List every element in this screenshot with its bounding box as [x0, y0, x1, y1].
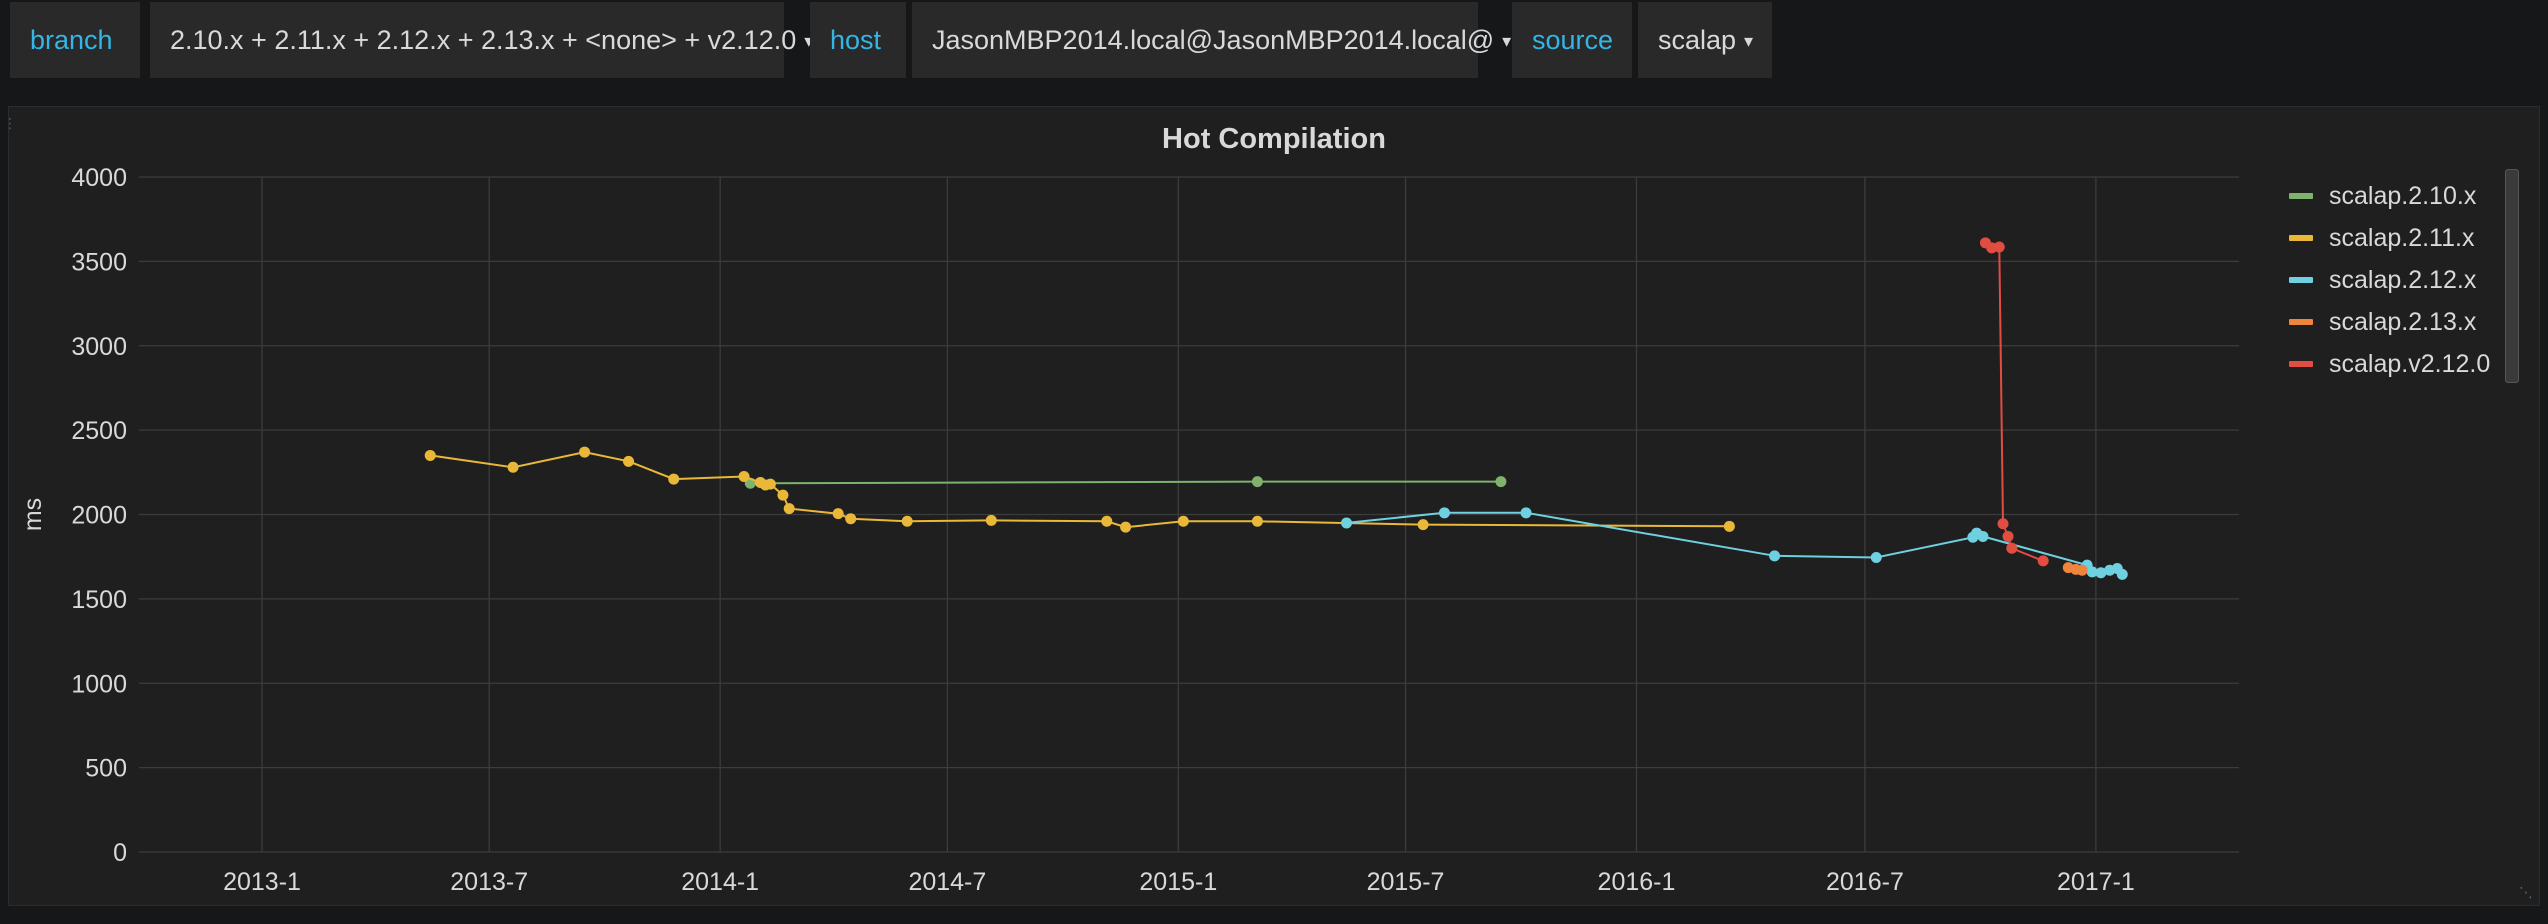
- x-tick-label: 2014-1: [681, 868, 759, 896]
- x-tick-label: 2017-1: [2057, 868, 2135, 896]
- legend-label: scalap.2.13.x: [2329, 308, 2477, 336]
- data-point[interactable]: [777, 489, 789, 501]
- resize-handle-icon[interactable]: ⋱: [2519, 884, 2533, 900]
- data-point[interactable]: [2095, 567, 2107, 579]
- host-variable-value: JasonMBP2014.local@JasonMBP2014.local@: [932, 25, 1495, 55]
- series-scalap.2.12.x: [1341, 507, 2128, 580]
- data-point[interactable]: [507, 461, 519, 473]
- data-point[interactable]: [738, 471, 750, 483]
- legend-label: scalap.2.11.x: [2329, 224, 2475, 252]
- panel-title[interactable]: Hot Compilation: [1162, 123, 1386, 155]
- data-point[interactable]: [1438, 507, 1450, 519]
- source-variable-dropdown[interactable]: scalap ▾: [1638, 2, 1772, 78]
- data-point[interactable]: [1417, 519, 1429, 531]
- data-point[interactable]: [2116, 568, 2128, 580]
- data-point[interactable]: [832, 508, 844, 520]
- data-point[interactable]: [1769, 550, 1781, 562]
- legend-label: scalap.v2.12.0: [2329, 350, 2491, 378]
- data-point[interactable]: [623, 455, 635, 467]
- x-tick-label: 2013-1: [223, 868, 301, 896]
- template-variable-bar: branch 2.10.x + 2.11.x + 2.12.x + 2.13.x…: [10, 2, 2540, 78]
- x-tick-label: 2015-7: [1367, 868, 1445, 896]
- legend-scrollbar[interactable]: [2505, 169, 2519, 383]
- y-tick-label: 4000: [71, 164, 127, 192]
- graph-panel: ⋮ Hot Compilation 0 500 1000 1500 2000 2500 30…: [3, 106, 2540, 906]
- chart-grid: [139, 176, 2239, 853]
- legend-label: scalap.2.10.x: [2329, 182, 2477, 210]
- data-point[interactable]: [2002, 530, 2014, 542]
- branch-variable-dropdown[interactable]: 2.10.x + 2.11.x + 2.12.x + 2.13.x + <non…: [150, 2, 813, 78]
- caret-down-icon: ▾: [804, 31, 814, 51]
- data-point[interactable]: [1997, 518, 2009, 530]
- x-tick-label: 2015-1: [1139, 868, 1217, 896]
- y-tick-label: 3000: [71, 333, 127, 361]
- data-point[interactable]: [2076, 564, 2088, 576]
- series-scalap.2.13.x: [2062, 562, 2088, 576]
- y-tick-label: 1500: [71, 586, 127, 614]
- data-point[interactable]: [579, 446, 591, 458]
- data-point[interactable]: [1101, 515, 1113, 527]
- chart-axes: 0 500 1000 1500 2000 2500 3000 3500 4000 2013-1 20…: [19, 164, 2135, 896]
- chart-legend: scalap.2.10.x scalap.2.11.x scalap.2.12.x s…: [2289, 175, 2490, 385]
- data-point[interactable]: [1993, 241, 2005, 253]
- data-point[interactable]: [1870, 552, 1882, 564]
- series-scalap.2.11.x: [424, 446, 1735, 533]
- legend-item[interactable]: scalap.2.10.x: [2289, 175, 2490, 217]
- y-tick-label: 2000: [71, 502, 127, 530]
- data-point[interactable]: [985, 514, 997, 526]
- data-point[interactable]: [783, 503, 795, 515]
- source-variable-value: scalap: [1658, 25, 1737, 55]
- legend-item[interactable]: scalap.2.13.x: [2289, 301, 2490, 343]
- data-point[interactable]: [1520, 507, 1532, 519]
- y-tick-label: 3500: [71, 248, 127, 276]
- legend-swatch: [2289, 193, 2313, 199]
- x-tick-label: 2016-1: [1598, 868, 1676, 896]
- series-scalap.2.10.x: [744, 476, 1507, 489]
- y-tick-label: 0: [113, 839, 127, 867]
- legend-item[interactable]: scalap.2.11.x: [2289, 217, 2490, 259]
- source-variable-label: source: [1512, 2, 1632, 78]
- y-tick-label: 500: [85, 755, 127, 783]
- data-point[interactable]: [901, 515, 913, 527]
- series-line: [750, 480, 1501, 485]
- legend-swatch: [2289, 319, 2313, 325]
- chart-series: [424, 237, 2128, 580]
- data-point[interactable]: [1251, 476, 1263, 488]
- x-tick-label: 2013-7: [450, 868, 528, 896]
- data-point[interactable]: [1251, 515, 1263, 527]
- data-point[interactable]: [1495, 476, 1507, 488]
- x-tick-label: 2014-7: [908, 868, 986, 896]
- data-point[interactable]: [668, 473, 680, 485]
- branch-variable-label: branch: [10, 2, 140, 78]
- legend-swatch: [2289, 277, 2313, 283]
- data-point[interactable]: [2086, 566, 2098, 578]
- caret-down-icon: ▾: [1744, 31, 1754, 51]
- branch-variable-value: 2.10.x + 2.11.x + 2.12.x + 2.13.x + <non…: [170, 25, 797, 55]
- legend-swatch: [2289, 361, 2313, 367]
- hot-compilation-chart: 0 500 1000 1500 2000 2500 3000 3500 4000 2013-1 20…: [19, 164, 2239, 896]
- data-point[interactable]: [845, 513, 857, 525]
- data-point[interactable]: [2037, 555, 2049, 567]
- series-scalap.v2.12.0: [1979, 237, 2049, 567]
- x-tick-label: 2016-7: [1826, 868, 1904, 896]
- legend-label: scalap.2.12.x: [2329, 266, 2477, 294]
- y-tick-label: 1000: [71, 670, 127, 698]
- legend-swatch: [2289, 235, 2313, 241]
- host-variable-dropdown[interactable]: JasonMBP2014.local@JasonMBP2014.local@ ▾: [912, 2, 1511, 78]
- data-point[interactable]: [1177, 515, 1189, 527]
- data-point[interactable]: [1977, 530, 1989, 542]
- y-tick-label: 2500: [71, 417, 127, 445]
- caret-down-icon: ▾: [1502, 31, 1512, 51]
- legend-item[interactable]: scalap.2.12.x: [2289, 259, 2490, 301]
- data-point[interactable]: [424, 449, 436, 461]
- series-line: [1984, 242, 2044, 562]
- y-axis-label: ms: [19, 498, 47, 531]
- data-point[interactable]: [1723, 520, 1735, 532]
- data-point[interactable]: [1341, 517, 1353, 529]
- data-point[interactable]: [1120, 521, 1132, 533]
- data-point[interactable]: [764, 478, 776, 490]
- host-variable-label: host: [810, 2, 906, 78]
- legend-item[interactable]: scalap.v2.12.0: [2289, 343, 2490, 385]
- data-point[interactable]: [2006, 542, 2018, 554]
